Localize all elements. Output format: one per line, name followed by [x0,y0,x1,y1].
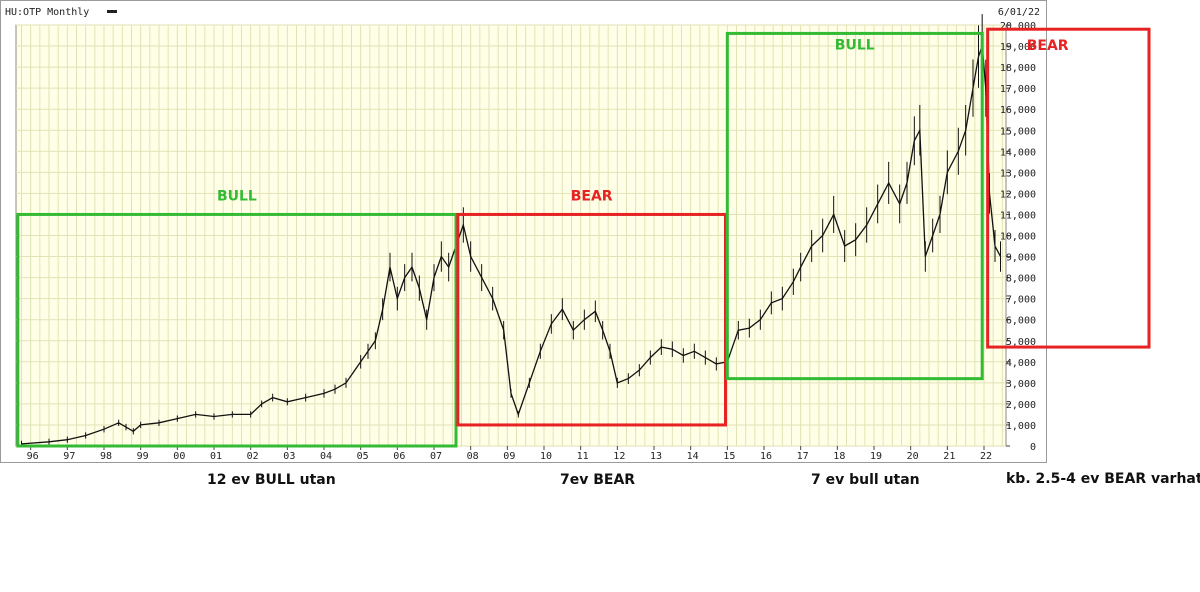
x-tick-label: 01 [210,451,222,462]
caption-bear-7y: 7ev BEAR [560,472,636,488]
caption-bull-7y: 7 ev bull utan [811,472,920,488]
y-tick-label: 14,000 [1000,147,1036,158]
y-tick-label: 13,000 [1000,168,1036,179]
y-tick-label: 6,000 [1006,316,1036,327]
x-tick-label: 19 [870,451,882,462]
y-tick-label: 0 [1030,442,1036,453]
y-tick-label: 20,000 [1000,21,1036,32]
x-tick-label: 21 [943,451,955,462]
y-tick-label: 18,000 [1000,63,1036,74]
x-tick-label: 98 [100,451,112,462]
x-tick-label: 97 [63,451,75,462]
y-tick-label: 12,000 [1000,189,1036,200]
x-tick-label: 96 [27,451,39,462]
y-axis: 0 1,000 2,000 3,000 4,000 5,000 6,000 7,000 8,00… [1000,21,1036,453]
y-tick-label: 1,000 [1006,421,1036,432]
x-tick-label: 16 [760,451,772,462]
menu-dash-icon [107,10,117,13]
grid-lines [16,24,1006,447]
x-tick-label: 13 [650,451,662,462]
y-tick-label: 2,000 [1006,400,1036,411]
x-tick-label: 06 [393,451,405,462]
x-tick-label: 17 [797,451,809,462]
x-tick-label: 02 [247,451,259,462]
x-tick-label: 03 [283,451,295,462]
x-tick-label: 99 [137,451,149,462]
y-tick-label: 9,000 [1006,253,1036,264]
bull-zone-box [16,212,458,448]
y-tick-label: 17,000 [1000,84,1036,95]
x-tick-label: 14 [687,451,699,462]
chart-symbol-label: HU:OTP Monthly [5,7,89,18]
y-tick-label: 8,000 [1006,274,1036,285]
y-tick-label: 10,000 [1000,232,1036,243]
caption-bear-forecast: kb. 2.5-4 ev BEAR varhato [1006,471,1200,487]
x-tick-label: 18 [833,451,845,462]
y-tick-label: 3,000 [1006,379,1036,390]
bear-zone-label: BEAR [571,188,613,204]
x-tick-label: 08 [467,451,479,462]
bull-zone-box [725,31,984,381]
y-tick-label: 11,000 [1000,210,1036,221]
cycle-zones: BULL BEAR BULL BEAR [16,27,1151,448]
y-tick-label: 7,000 [1006,295,1036,306]
x-tick-label: 12 [613,451,625,462]
bear-zone-box [456,212,727,427]
x-tick-label: 05 [357,451,369,462]
y-tick-label: 5,000 [1006,337,1036,348]
bull-zone-label: BULL [217,188,257,204]
x-tick-label: 09 [503,451,515,462]
y-tick-label: 15,000 [1000,126,1036,137]
x-tick-label: 20 [907,451,919,462]
x-tick-label: 10 [540,451,552,462]
y-tick-label: 4,000 [1006,358,1036,369]
y-tick-label: 19,000 [1000,42,1036,53]
x-tick-label: 15 [723,451,735,462]
bull-zone-label: BULL [835,37,875,53]
chart-date-label: 6/01/22 [998,7,1040,18]
caption-bull-12y: 12 ev BULL utan [207,472,336,488]
bear-zone-box [986,27,1151,349]
x-tick-label: 04 [320,451,332,462]
x-tick-label: 11 [577,451,589,462]
price-bars [21,14,1002,446]
x-tick-label: 00 [173,451,185,462]
y-tick-label: 16,000 [1000,105,1036,116]
x-tick-label: 22 [980,451,992,462]
bear-zone-label: BEAR [1027,38,1069,54]
x-axis: 96 97 98 99 00 01 02 03 04 05 06 07 08 09 10 11 12 13 14 15… [27,446,992,462]
x-tick-label: 07 [430,451,442,462]
